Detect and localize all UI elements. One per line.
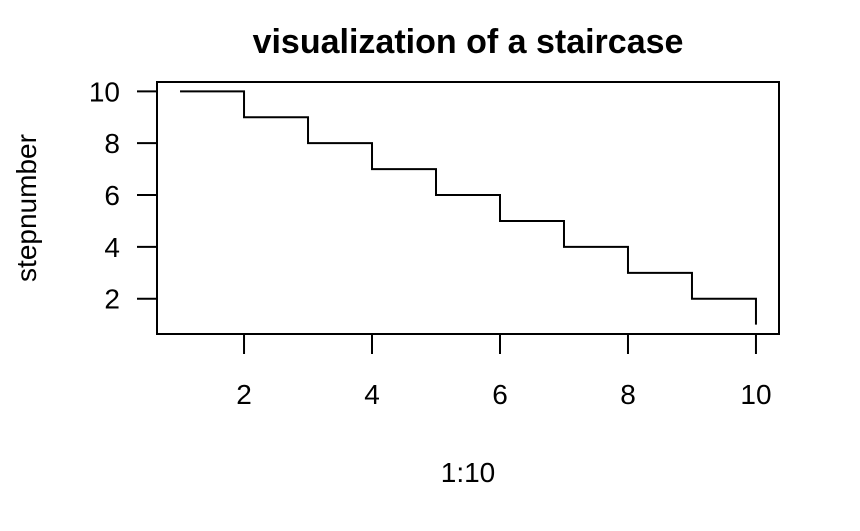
chart-title: visualization of a staircase bbox=[253, 23, 684, 61]
y-tick-label: 4 bbox=[104, 232, 120, 263]
y-tick-label: 10 bbox=[89, 76, 120, 107]
staircase-line bbox=[180, 90, 757, 325]
x-tick-label: 2 bbox=[236, 379, 252, 410]
y-tick-label: 8 bbox=[104, 128, 120, 159]
x-axis-label: 1:10 bbox=[441, 457, 496, 488]
x-tick-label: 8 bbox=[620, 379, 636, 410]
y-tick-label: 2 bbox=[104, 284, 120, 315]
y-axis-label: stepnumber bbox=[11, 134, 42, 282]
y-tick-label: 6 bbox=[104, 180, 120, 211]
x-tick-label: 6 bbox=[492, 379, 508, 410]
plot-series bbox=[180, 90, 757, 325]
plot-frame bbox=[156, 81, 780, 335]
x-axis: 2 4 6 8 10 bbox=[236, 333, 772, 410]
x-tick-label: 10 bbox=[740, 379, 771, 410]
x-tick-label: 4 bbox=[364, 379, 380, 410]
y-axis: 2 4 6 8 10 bbox=[89, 76, 158, 315]
